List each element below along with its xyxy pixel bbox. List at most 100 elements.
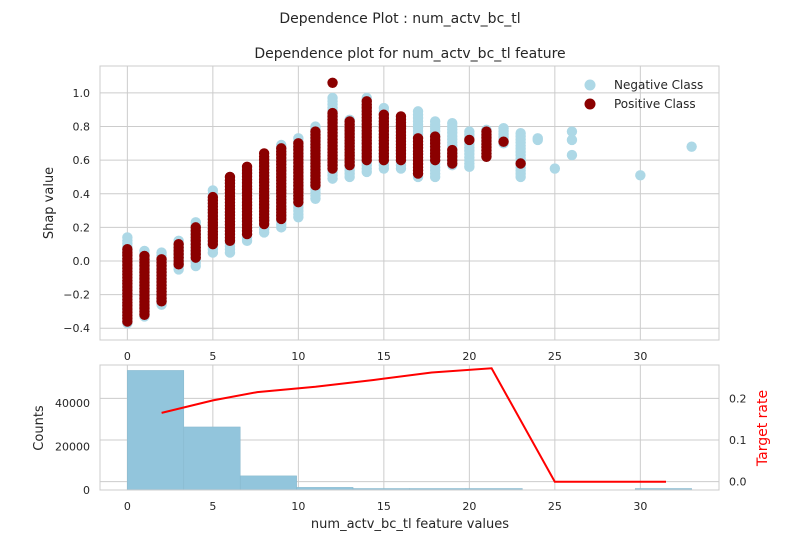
scatter-y-tick-labels: −0.4 −0.2 0.0 0.2 0.4 0.6 0.8 1.0 bbox=[63, 87, 90, 335]
scatter-y-tick-label: 0.6 bbox=[73, 154, 91, 167]
legend-marker-positive bbox=[584, 98, 596, 110]
scatter-y-tick-label: −0.2 bbox=[63, 289, 90, 302]
legend-marker-negative bbox=[584, 79, 596, 91]
positive-class-point bbox=[412, 168, 424, 179]
histogram-bar bbox=[127, 370, 185, 491]
positive-class-point bbox=[481, 151, 492, 162]
negative-class-point bbox=[566, 126, 578, 137]
histogram-y2-axis-label: Target rate bbox=[755, 390, 771, 467]
negative-class-point bbox=[635, 170, 646, 181]
negative-class-point bbox=[310, 193, 321, 204]
positive-class-point bbox=[327, 77, 338, 89]
scatter-x-tick-label: 20 bbox=[462, 350, 476, 363]
negative-class-point bbox=[258, 227, 270, 238]
scatter-x-tick-label: 10 bbox=[291, 350, 305, 363]
scatter-y-axis-label: Shap value bbox=[42, 167, 57, 239]
negative-class-point bbox=[429, 171, 441, 183]
scatter-grid bbox=[100, 66, 719, 340]
positive-class-point bbox=[173, 259, 184, 270]
scatter-title: Dependence plot for num_actv_bc_tl featu… bbox=[254, 46, 565, 62]
histogram-y2-tick-labels: 0.0 0.1 0.2 bbox=[729, 392, 747, 488]
scatter-x-tick-label: 25 bbox=[548, 350, 562, 363]
negative-class-point bbox=[515, 171, 526, 183]
negative-class-point bbox=[276, 222, 287, 233]
positive-class-point bbox=[156, 296, 167, 307]
scatter-y-tick-label: 0.8 bbox=[73, 121, 91, 134]
positive-class-point bbox=[293, 196, 304, 208]
histogram-x-tick-label: 10 bbox=[291, 500, 305, 513]
positive-class-point bbox=[378, 154, 390, 166]
histogram-x-tick-label: 25 bbox=[548, 500, 562, 513]
positive-class-point bbox=[327, 163, 338, 174]
target-rate-line-group bbox=[161, 367, 666, 483]
positive-class-point bbox=[139, 309, 150, 320]
positive-class-point bbox=[241, 228, 253, 240]
scatter-x-tick-labels: 0 5 10 15 20 25 30 bbox=[124, 350, 647, 363]
negative-class-point bbox=[549, 163, 561, 174]
negative-class-point bbox=[395, 163, 407, 174]
scatter-y-tick-label: 0.2 bbox=[73, 221, 91, 234]
histogram-x-tick-label: 0 bbox=[124, 500, 131, 513]
histogram-bar bbox=[239, 475, 297, 491]
scatter-y-tick-label: −0.4 bbox=[63, 322, 90, 335]
negative-class-point bbox=[361, 166, 372, 178]
positive-class-point bbox=[344, 159, 355, 171]
dependence-scatter-panel: 0 5 10 15 20 25 30 −0.4−0.20.00.20.40.60.81.0 … bbox=[42, 46, 720, 363]
positive-class-point bbox=[224, 235, 236, 247]
negative-class-point bbox=[224, 247, 236, 258]
histogram-y2-tick-label: 0.2 bbox=[729, 392, 747, 405]
scatter-y-tick-label: 1.0 bbox=[73, 87, 91, 100]
negative-class-point bbox=[344, 171, 355, 183]
positive-class-point bbox=[207, 238, 219, 250]
histogram-x-tick-labels: 0 5 10 15 20 25 30 bbox=[124, 500, 647, 513]
positive-class-point bbox=[464, 134, 475, 146]
scatter-x-tick-label: 15 bbox=[377, 350, 391, 363]
negative-class-point bbox=[190, 260, 201, 272]
histogram-y-tick-label: 20000 bbox=[55, 441, 90, 454]
scatter-x-tick-label: 5 bbox=[209, 350, 216, 363]
histogram-y-axis-label: Counts bbox=[32, 405, 47, 451]
histogram-bars bbox=[127, 370, 692, 491]
positive-class-point bbox=[429, 154, 441, 166]
scatter-legend: Negative Class Positive Class bbox=[584, 78, 703, 111]
histogram-x-tick-label: 30 bbox=[633, 500, 647, 513]
negative-class-point bbox=[566, 149, 578, 161]
negative-class-point bbox=[327, 173, 338, 184]
positive-class-point bbox=[276, 213, 287, 225]
positive-class-point bbox=[258, 218, 270, 230]
positive-class-point bbox=[395, 154, 407, 166]
scatter-frame bbox=[99, 65, 720, 341]
positive-class-point bbox=[190, 252, 201, 263]
negative-class-point bbox=[686, 141, 697, 152]
scatter-x-tick-label: 30 bbox=[633, 350, 647, 363]
negative-class-point bbox=[566, 134, 578, 146]
positive-class-point bbox=[515, 158, 526, 169]
target-rate-line bbox=[161, 367, 666, 483]
histogram-panel: 0 5 10 15 20 25 30 0 20000 40000 0.0 0.1 0.2 num_a… bbox=[32, 364, 771, 532]
scatter-points bbox=[122, 77, 697, 329]
scatter-x-tick-label: 0 bbox=[124, 350, 131, 363]
negative-class-point bbox=[532, 133, 543, 144]
scatter-y-tick-label: 0.0 bbox=[73, 255, 91, 268]
scatter-y-tick-label: 0.4 bbox=[73, 188, 91, 201]
histogram-x-tick-label: 20 bbox=[462, 500, 476, 513]
negative-class-point bbox=[207, 247, 219, 258]
histogram-y2-tick-label: 0.0 bbox=[729, 476, 747, 489]
negative-class-point bbox=[464, 161, 475, 173]
histogram-x-tick-label: 5 bbox=[209, 500, 216, 513]
histogram-bar bbox=[183, 426, 241, 491]
histogram-y-tick-labels: 0 20000 40000 bbox=[55, 397, 90, 497]
histogram-x-axis-label: num_actv_bc_tl feature values bbox=[311, 517, 509, 532]
histogram-y-tick-label: 40000 bbox=[55, 397, 90, 410]
histogram-y-tick-label: 0 bbox=[83, 484, 90, 497]
positive-class-point bbox=[498, 136, 509, 147]
legend-label-positive: Positive Class bbox=[614, 97, 696, 111]
histogram-frame bbox=[99, 364, 720, 491]
histogram-x-tick-label: 15 bbox=[377, 500, 391, 513]
positive-class-point bbox=[310, 180, 321, 191]
negative-class-point bbox=[293, 212, 304, 223]
positive-class-point bbox=[122, 316, 133, 327]
positive-class-point bbox=[447, 158, 458, 169]
positive-class-point bbox=[361, 154, 372, 166]
